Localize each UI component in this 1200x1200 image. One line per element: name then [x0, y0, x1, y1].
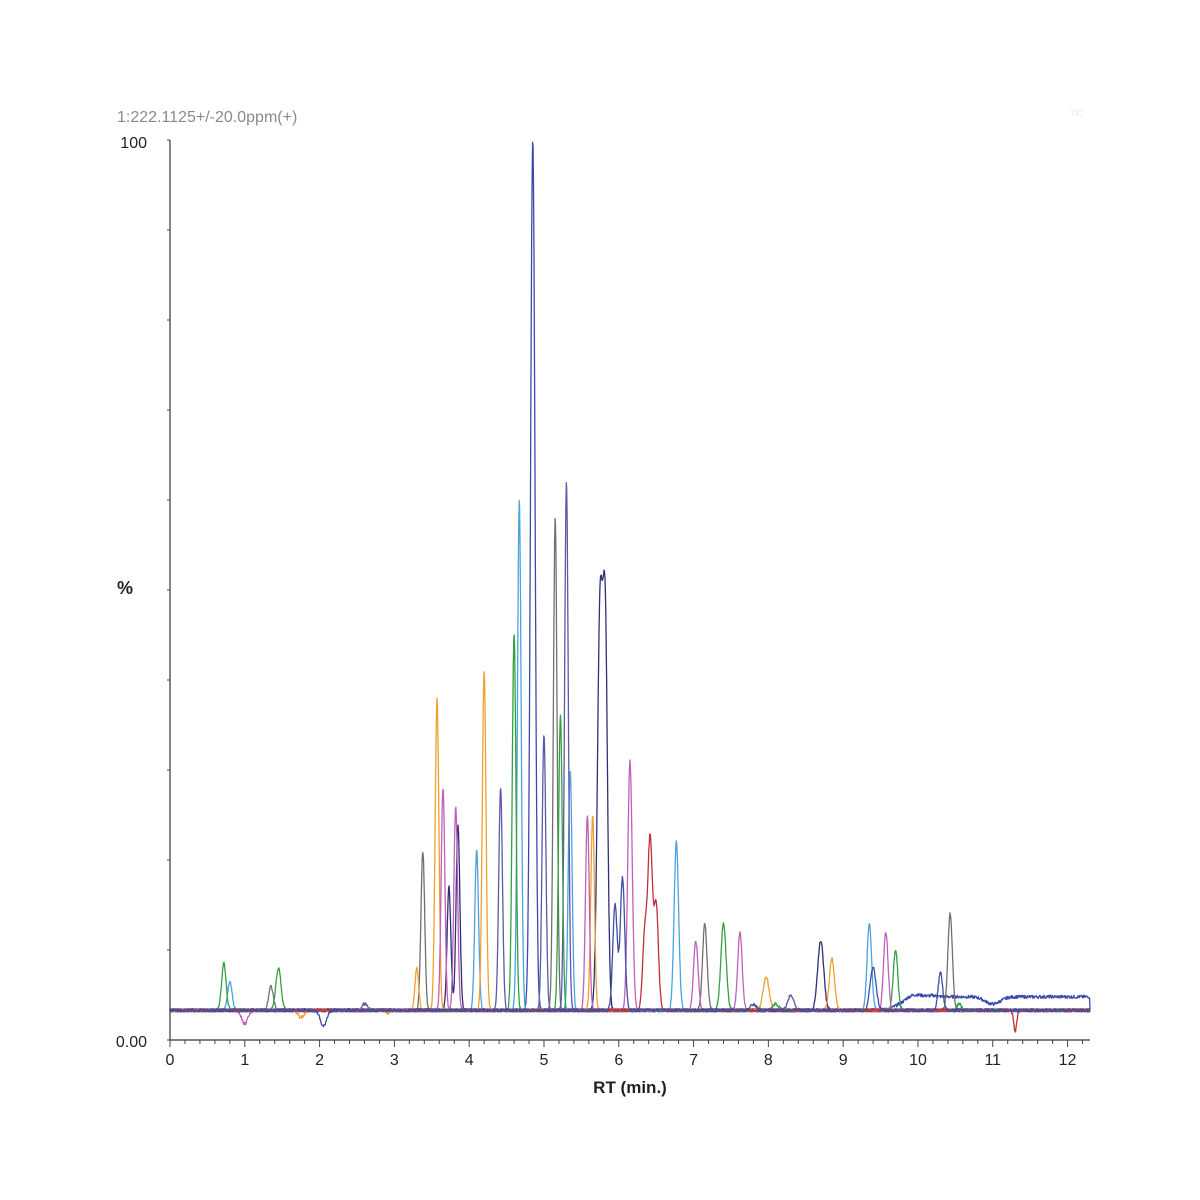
x-tick-label: 0	[166, 1052, 175, 1069]
x-tick-label: 3	[390, 1052, 399, 1069]
trace-series	[169, 875, 1091, 1028]
corner-label: TIC	[1070, 109, 1083, 118]
x-tick-label: 2	[315, 1052, 324, 1069]
x-tick-label: 8	[764, 1052, 773, 1069]
trace-series	[169, 759, 1091, 1026]
x-tick-label: 5	[540, 1052, 549, 1069]
x-tick-label: 7	[689, 1052, 698, 1069]
x-tick-label: 6	[614, 1052, 623, 1069]
y-tick-label-bottom: 0.00	[116, 1034, 147, 1051]
x-tick-label: 1	[240, 1052, 249, 1069]
x-tick-label: 11	[984, 1052, 1001, 1069]
x-ticks-group: 0 1 2 3 4 5 6 7 8 9 10 11 12	[166, 1040, 1084, 1069]
trace-series	[169, 141, 1091, 1013]
trace-label: 1:222.1125+/-20.0ppm(+)	[117, 109, 297, 126]
trace-series	[169, 671, 1091, 1020]
axes-group	[167, 139, 1090, 1041]
x-tick-label: 9	[839, 1052, 848, 1069]
traces-group	[169, 141, 1091, 1033]
x-tick-label: 10	[909, 1052, 927, 1069]
x-tick-label: 12	[1059, 1052, 1077, 1069]
y-axis-label: %	[117, 578, 133, 598]
x-tick-label: 4	[465, 1052, 474, 1069]
y-tick-label-top: 100	[120, 135, 147, 152]
x-axis-label: RT (min.)	[593, 1078, 667, 1097]
